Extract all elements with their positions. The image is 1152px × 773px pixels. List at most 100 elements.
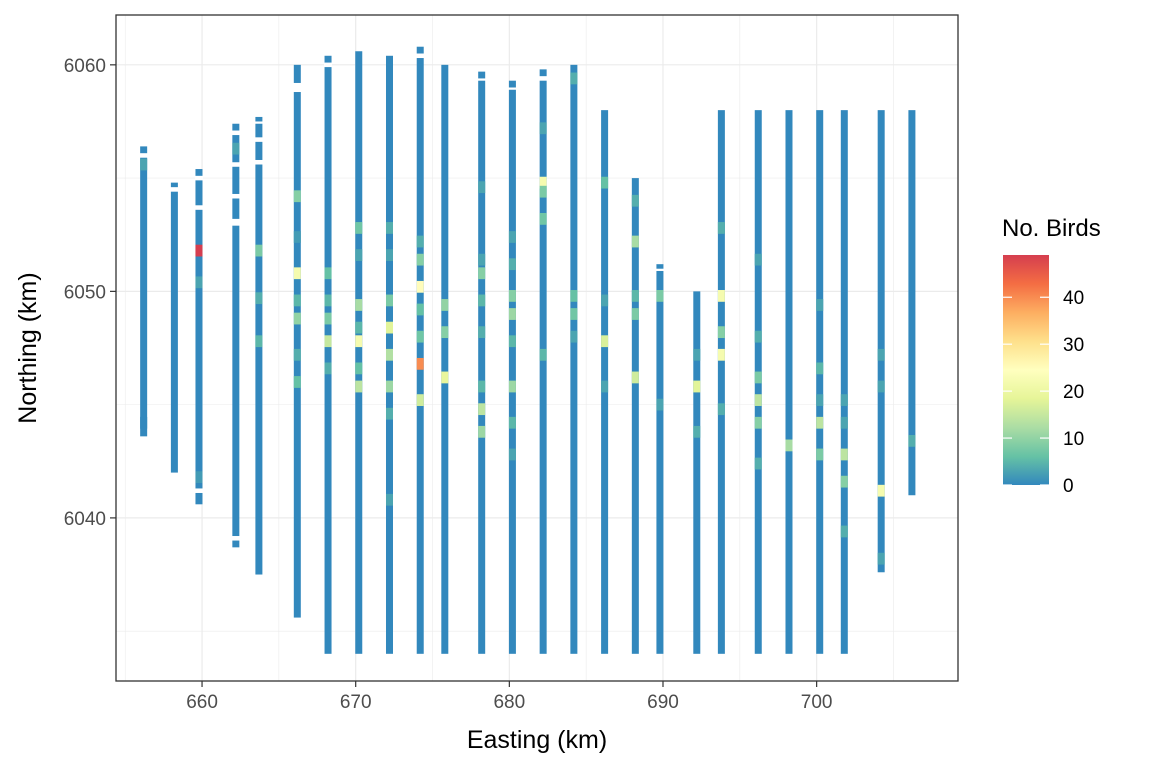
count-cell bbox=[539, 122, 547, 135]
count-cell bbox=[785, 439, 793, 452]
transect-gap bbox=[170, 187, 179, 192]
count-cell bbox=[416, 303, 424, 316]
count-cell bbox=[539, 185, 547, 198]
count-cell bbox=[324, 335, 332, 348]
legend-title: No. Birds bbox=[1002, 215, 1101, 242]
transect-7 bbox=[324, 55, 333, 654]
transect-10 bbox=[416, 46, 425, 654]
count-cell bbox=[508, 380, 516, 393]
count-cell bbox=[355, 299, 363, 311]
count-cell bbox=[570, 290, 578, 302]
transect-layer bbox=[139, 46, 916, 654]
count-cell bbox=[478, 425, 486, 438]
count-cell bbox=[717, 326, 725, 339]
transect-bar bbox=[416, 46, 424, 654]
transect-21 bbox=[754, 110, 762, 654]
transect-bar bbox=[441, 64, 449, 654]
count-cell bbox=[570, 308, 578, 320]
transect-bar bbox=[478, 71, 486, 654]
transect-gap bbox=[293, 82, 302, 93]
transect-gap bbox=[231, 193, 240, 199]
count-cell bbox=[539, 176, 547, 189]
transect-bar bbox=[140, 146, 148, 437]
count-cell bbox=[293, 231, 301, 243]
transect-bar bbox=[877, 110, 885, 573]
count-cell bbox=[416, 357, 424, 370]
count-cell bbox=[355, 321, 363, 334]
transect-22 bbox=[785, 110, 793, 654]
count-cell bbox=[601, 380, 609, 393]
transect-18 bbox=[655, 264, 664, 654]
count-cell bbox=[601, 176, 609, 189]
x-tick-label: 690 bbox=[647, 692, 679, 713]
count-cell bbox=[631, 371, 639, 384]
plot-border bbox=[115, 14, 959, 682]
transect-gap bbox=[139, 153, 148, 158]
count-cell bbox=[816, 448, 824, 461]
transect-9 bbox=[385, 55, 393, 654]
plot-background bbox=[116, 15, 958, 681]
y-tick-label: 6040 bbox=[64, 509, 106, 530]
count-cell bbox=[416, 253, 424, 266]
transect-gap bbox=[194, 205, 203, 210]
count-cell bbox=[355, 222, 363, 234]
legend-tick-label: 0 bbox=[1063, 476, 1074, 497]
transect-bar bbox=[816, 110, 824, 654]
count-cell bbox=[816, 394, 824, 406]
count-cell bbox=[232, 142, 240, 155]
count-cell bbox=[140, 416, 148, 429]
count-cell bbox=[754, 330, 762, 343]
count-cell bbox=[324, 267, 332, 280]
count-cell bbox=[693, 425, 701, 438]
count-cell bbox=[385, 380, 393, 393]
legend-tick-label: 40 bbox=[1063, 288, 1084, 309]
count-cell bbox=[355, 249, 363, 262]
transect-gap bbox=[508, 87, 517, 90]
x-axis-title: Easting (km) bbox=[467, 726, 607, 754]
count-cell bbox=[693, 348, 701, 361]
y-axis-ticks: 6040 6050 6060 bbox=[64, 56, 116, 530]
transect-bar bbox=[355, 51, 363, 654]
transect-23 bbox=[816, 110, 824, 654]
y-tick-label: 6060 bbox=[64, 56, 106, 77]
count-cell bbox=[416, 394, 424, 406]
count-cell bbox=[385, 321, 393, 334]
count-cell bbox=[293, 267, 301, 280]
count-cell bbox=[717, 403, 725, 416]
count-cell bbox=[355, 380, 363, 393]
transect-gap bbox=[254, 137, 263, 142]
count-cell bbox=[717, 348, 725, 361]
count-cell bbox=[255, 292, 263, 305]
count-cell bbox=[508, 258, 516, 271]
count-cell bbox=[877, 552, 885, 565]
count-cell bbox=[385, 249, 393, 262]
count-cell bbox=[754, 457, 762, 470]
count-cell bbox=[385, 493, 393, 506]
count-cell bbox=[717, 222, 725, 234]
transect-bar bbox=[293, 64, 301, 618]
transect-bar bbox=[324, 55, 332, 654]
transect-gap bbox=[194, 488, 203, 493]
count-cell bbox=[478, 380, 486, 393]
transect-gap bbox=[231, 162, 240, 167]
count-cell bbox=[840, 416, 848, 429]
transect-bar bbox=[170, 182, 178, 473]
transect-11 bbox=[441, 64, 449, 654]
count-cell bbox=[717, 290, 725, 302]
count-cell bbox=[385, 294, 393, 307]
count-cell bbox=[293, 294, 301, 307]
transect-bar bbox=[717, 110, 725, 654]
transect-gap bbox=[231, 130, 240, 136]
legend-colorbar bbox=[1003, 255, 1049, 485]
transect-12 bbox=[477, 71, 486, 654]
transect-19 bbox=[693, 291, 701, 654]
count-cell bbox=[416, 280, 424, 293]
transect-24 bbox=[840, 110, 848, 654]
transect-2 bbox=[170, 182, 179, 473]
transect-gap bbox=[254, 159, 263, 165]
transect-gap bbox=[324, 62, 333, 68]
transect-gap bbox=[254, 121, 263, 124]
count-cell bbox=[441, 326, 449, 339]
count-cell bbox=[478, 403, 486, 416]
